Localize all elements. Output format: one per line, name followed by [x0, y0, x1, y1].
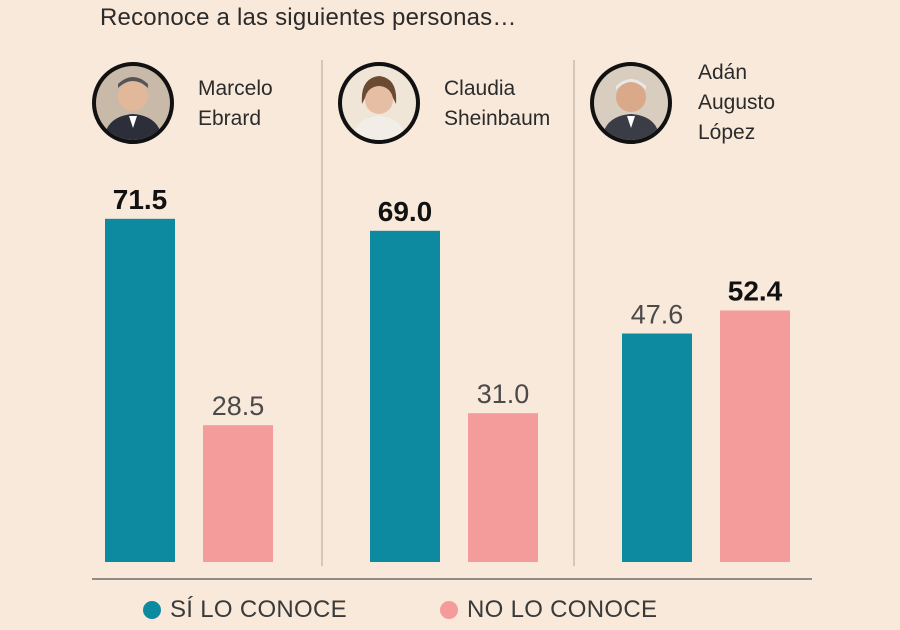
data-label-no-1: 28.5: [212, 391, 265, 421]
chart-title: Reconoce a las siguientes personas…: [100, 4, 517, 31]
name-line: Sheinbaum: [444, 107, 551, 130]
data-label-si-1: 71.5: [113, 184, 168, 215]
person-name-adan-augusto: Adán Augusto López: [698, 58, 808, 148]
portrait-claudia-sheinbaum: [338, 62, 420, 144]
panel-divider-1: [321, 60, 323, 566]
name-line: Claudia: [444, 77, 516, 100]
legend-swatch-si: [143, 601, 161, 619]
legend-label-si: SÍ LO CONOCE: [170, 596, 347, 623]
person-silhouette-icon: [594, 66, 668, 140]
name-line: Ebrard: [198, 107, 262, 130]
panel-divider-2: [573, 60, 575, 566]
bar-si-3: [622, 333, 692, 562]
legend-label-no: NO LO CONOCE: [467, 596, 658, 623]
chart-baseline: [92, 578, 812, 580]
bar-no-3: [720, 310, 790, 562]
person-silhouette-icon: [342, 66, 416, 140]
bar-si-1: [105, 218, 175, 563]
name-line: Adán: [698, 61, 748, 84]
person-name-ebrard: Marcelo Ebrard: [198, 74, 308, 134]
name-line: Augusto: [698, 91, 776, 114]
bar-si-2: [370, 230, 440, 563]
person-silhouette-icon: [96, 66, 170, 140]
bar-no-1: [203, 425, 273, 562]
name-line: López: [698, 121, 756, 144]
data-label-no-2: 31.0: [477, 379, 530, 409]
legend-swatch-no: [440, 601, 458, 619]
portrait-marcelo-ebrard: [92, 62, 174, 144]
data-label-no-3: 52.4: [728, 275, 783, 306]
person-name-sheinbaum: Claudia Sheinbaum: [444, 74, 554, 134]
data-label-si-3: 47.6: [631, 300, 684, 330]
name-line: Marcelo: [198, 77, 273, 100]
portrait-adan-augusto-lopez: [590, 62, 672, 144]
bar-no-2: [468, 413, 538, 562]
data-label-si-2: 69.0: [378, 196, 433, 227]
